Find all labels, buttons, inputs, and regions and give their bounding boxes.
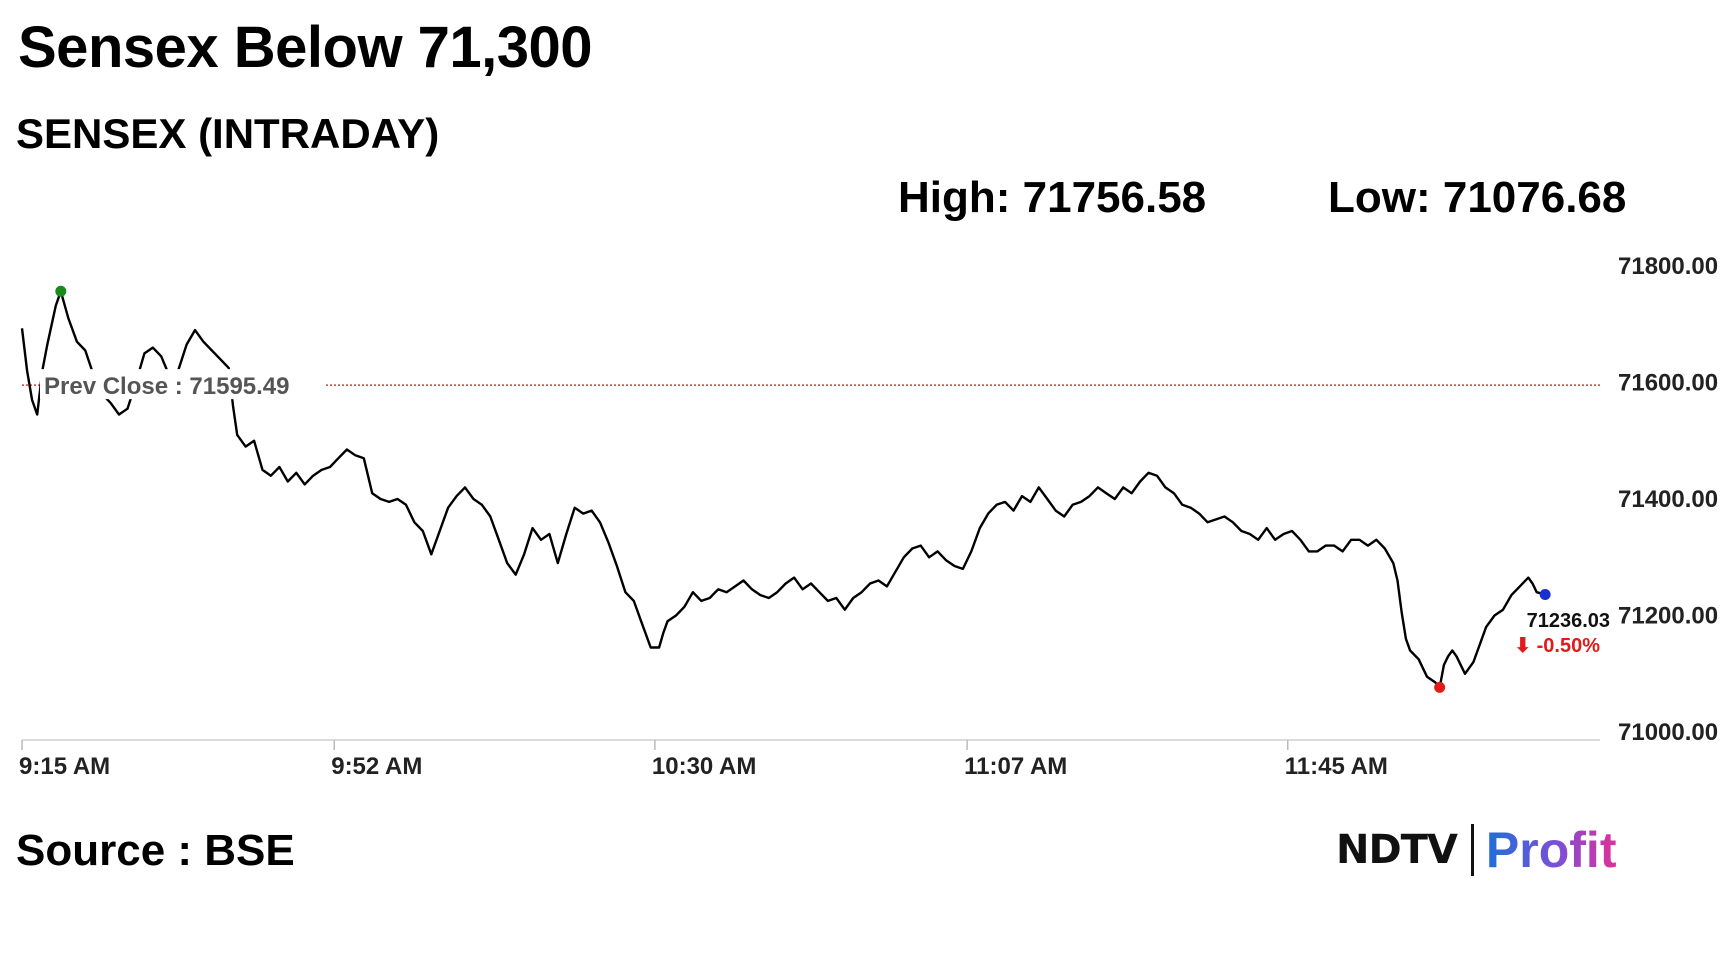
last-value-label: 71236.03 [1527,610,1610,632]
y-tick-label: 71600.00 [1618,370,1718,397]
y-tick-label: 71200.00 [1618,603,1718,630]
ndtv-profit-logo: NDTV Profit [1336,820,1616,880]
source-note: Source : BSE [16,826,295,875]
headline: Sensex Below 71,300 [18,15,593,80]
high-marker [55,285,67,297]
logo-divider [1470,824,1474,876]
logo-profit-text: Profit [1485,822,1617,878]
prev-close-label: Prev Close : 71595.49 [44,373,290,400]
chart-title: SENSEX (INTRADAY) [16,110,440,157]
x-tick-label: 11:07 AM [964,753,1067,780]
y-tick-label: 71800.00 [1618,253,1718,280]
high-value: High: 71756.58 [898,173,1207,222]
logo-ndtv-text: NDTV [1336,827,1458,873]
change-label: ⬇ -0.50% [1514,635,1600,657]
low-value: Low: 71076.68 [1328,173,1627,222]
x-tick-label: 11:45 AM [1285,753,1388,780]
y-tick-label: 71400.00 [1618,486,1718,513]
last-marker [1539,589,1551,601]
y-tick-label: 71000.00 [1618,719,1718,746]
x-tick-label: 10:30 AM [652,753,756,780]
x-tick-label: 9:15 AM [19,753,110,780]
x-tick-label: 9:52 AM [331,753,422,780]
sensex-line [20,290,1546,689]
prev-close-label-bg [40,369,324,400]
intraday-chart: 71800.00 71600.00 71400.00 71200.00 71000.00… [19,253,1718,780]
low-marker [1434,681,1446,693]
